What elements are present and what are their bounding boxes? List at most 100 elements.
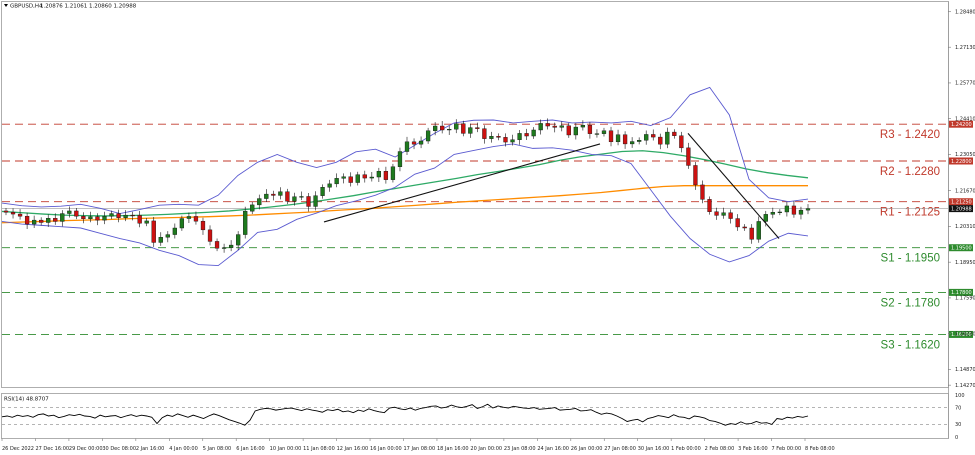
x-tick-label: 2 Feb 08:00 <box>705 446 735 452</box>
candle <box>221 243 227 253</box>
candle-body <box>545 123 550 127</box>
rsi-tick-label: 30 <box>955 422 961 428</box>
candle <box>250 201 255 215</box>
x-tick-label: 18 Jan 16:00 <box>437 446 469 452</box>
x-tick-label: 8 Feb 08:00 <box>805 446 835 452</box>
candle <box>601 127 607 137</box>
level-tag-text-4: 1.17800 <box>951 290 972 296</box>
candle <box>461 120 466 137</box>
candle-body <box>679 135 684 149</box>
candle <box>369 172 374 182</box>
level-label-3: S1 - 1.1950 <box>881 253 940 265</box>
y-tick-label: 1.16230 <box>955 331 975 337</box>
candle-body <box>250 204 255 212</box>
candle-body <box>158 237 163 243</box>
y-tick-label: 1.20310 <box>955 224 975 230</box>
candle <box>615 129 621 146</box>
candle-body <box>749 227 754 240</box>
level-tag-4 <box>949 288 973 296</box>
candle <box>693 162 698 190</box>
symbol-label: GBPUSD,H4 <box>10 4 43 10</box>
candle-body <box>552 125 557 128</box>
trendline-0 <box>323 143 601 223</box>
candle <box>193 211 199 225</box>
candle-body <box>116 213 121 218</box>
candle <box>672 129 677 139</box>
candle <box>348 172 353 187</box>
candle <box>791 200 797 218</box>
candle <box>503 133 508 147</box>
x-tick-label: 30 Jan 16:00 <box>638 446 670 452</box>
main-plot-frame <box>1 1 949 388</box>
rsi-tick-label: 100 <box>955 393 965 399</box>
candle-body <box>700 184 705 200</box>
candle <box>285 188 290 205</box>
candle <box>411 138 417 150</box>
ma-fast-line <box>1 150 809 217</box>
candle-body <box>707 199 712 212</box>
candle-body <box>777 211 782 213</box>
candle <box>207 225 213 246</box>
x-tick-label: 29 Dec 00:00 <box>69 446 103 452</box>
candle <box>3 208 9 216</box>
candle <box>257 194 262 210</box>
candle <box>390 163 396 183</box>
y-tick-label: 1.23050 <box>955 152 975 158</box>
candle <box>278 187 283 200</box>
candle <box>418 136 424 149</box>
candle <box>81 212 86 224</box>
candle <box>686 142 691 169</box>
candle <box>32 215 37 229</box>
dropdown-arrow-icon[interactable] <box>4 4 8 7</box>
candle-body <box>151 220 156 243</box>
candle <box>728 209 733 224</box>
ma-slow-line <box>1 185 808 224</box>
candle <box>587 121 593 139</box>
candle <box>700 180 705 204</box>
candle-body <box>482 128 487 139</box>
candle <box>651 129 656 141</box>
candle-body <box>440 125 445 131</box>
candle-body <box>221 247 227 249</box>
candle <box>756 216 761 243</box>
candle-body <box>658 136 663 145</box>
candle <box>531 127 536 139</box>
candle-body <box>454 123 459 130</box>
candle <box>313 191 318 211</box>
candle <box>334 173 339 188</box>
candle-body <box>510 139 515 143</box>
candle-body <box>299 196 304 198</box>
candle <box>243 206 248 239</box>
candle <box>566 122 571 138</box>
candle <box>186 212 192 224</box>
candle <box>679 131 684 153</box>
x-tick-label: 11 Jan 08:00 <box>303 446 335 452</box>
candle-body <box>425 130 431 142</box>
level-tag-text-2: 1.21250 <box>951 200 972 206</box>
candle <box>714 207 719 220</box>
candle-body <box>137 215 142 224</box>
candle-body <box>517 133 522 140</box>
level-label-1: R2 - 1.2280 <box>880 166 940 178</box>
candle-body <box>88 216 93 220</box>
candle <box>236 231 241 251</box>
candle-body <box>418 140 424 145</box>
candle-body <box>735 218 740 228</box>
x-tick-label: 27 Dec 16:00 <box>35 446 69 452</box>
rsi-panel: 100 70 30 0 <box>1 393 965 441</box>
x-tick-label: 6 Jan 16:00 <box>236 446 264 452</box>
candle-body <box>580 125 586 128</box>
candle-body <box>629 141 635 145</box>
candle <box>608 126 614 147</box>
x-tick-label: 2 Jan 16:00 <box>136 446 164 452</box>
candle <box>644 130 649 145</box>
candle <box>327 179 332 192</box>
candle-body <box>3 210 9 213</box>
current-price-tag-text: 1.20988 <box>951 206 972 212</box>
x-tick-label: 26 Jan 00:00 <box>571 446 603 452</box>
y-tick-label: 1.27130 <box>955 45 975 51</box>
x-tick-label: 5 Jan 08:00 <box>203 446 231 452</box>
candle-body <box>742 226 747 229</box>
candle-body <box>496 136 501 138</box>
candle <box>116 209 121 223</box>
